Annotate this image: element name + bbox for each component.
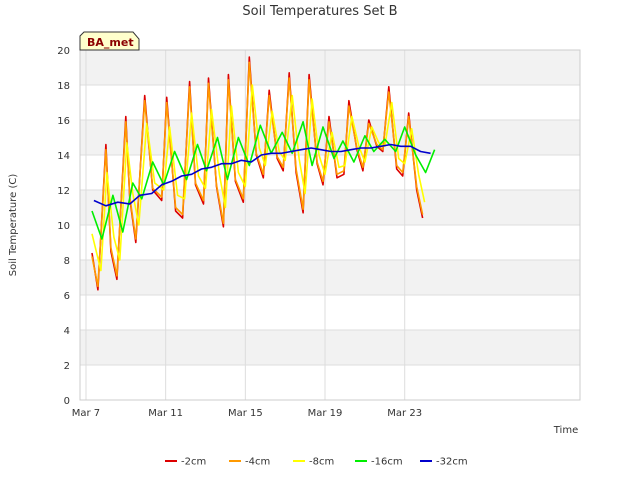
series-line-minus-16cm (91, 121, 436, 240)
y-tick-label: 18 (57, 81, 70, 92)
y-tick-label: 20 (57, 46, 70, 57)
x-tick-label: Mar 7 (72, 408, 100, 419)
y-tick-label: 2 (64, 361, 70, 372)
legend-label: -4cm (245, 457, 270, 468)
plot-band (80, 260, 580, 295)
y-tick-label: 8 (64, 256, 70, 267)
x-tick-label: Mar 15 (228, 408, 263, 419)
x-axis-label: Time (553, 425, 578, 436)
series-line-minus-4cm (91, 61, 424, 288)
y-tick-label: 12 (57, 186, 70, 197)
y-tick-label: 14 (57, 151, 70, 162)
badge: BA_met (79, 31, 140, 51)
x-tick-label: Mar 23 (387, 408, 422, 419)
plot-frame (79, 49, 581, 401)
x-tick-label: Mar 11 (148, 408, 183, 419)
legend-label: -8cm (309, 457, 334, 468)
legend: -2cm -4cm -8cm -16cm -32cm (165, 457, 468, 468)
axis-ticks: 0 2 4 6 8 10 12 14 16 18 20 Mar 7 Mar 11 Mar 15 Mar 19… (57, 46, 422, 419)
y-tick-label: 0 (64, 396, 70, 407)
x-tick-label: Mar 19 (308, 408, 343, 419)
plot-lines (91, 56, 436, 291)
y-tick-label: 16 (57, 116, 70, 127)
y-axis-label: Soil Temperature (C) (8, 174, 19, 277)
legend-label: -16cm (371, 457, 403, 468)
y-tick-label: 6 (64, 291, 70, 302)
badge-label: BA_met (87, 36, 134, 49)
plot-band (80, 190, 580, 225)
plot-band (80, 330, 580, 365)
series-line-minus-8cm (91, 84, 426, 272)
plot-band (80, 50, 580, 85)
y-tick-label: 4 (64, 326, 70, 337)
legend-label: -2cm (181, 457, 206, 468)
legend-label: -32cm (436, 457, 468, 468)
y-tick-label: 10 (57, 221, 70, 232)
chart-title: Soil Temperatures Set B (242, 4, 397, 19)
series-line-minus-32cm (93, 143, 431, 207)
